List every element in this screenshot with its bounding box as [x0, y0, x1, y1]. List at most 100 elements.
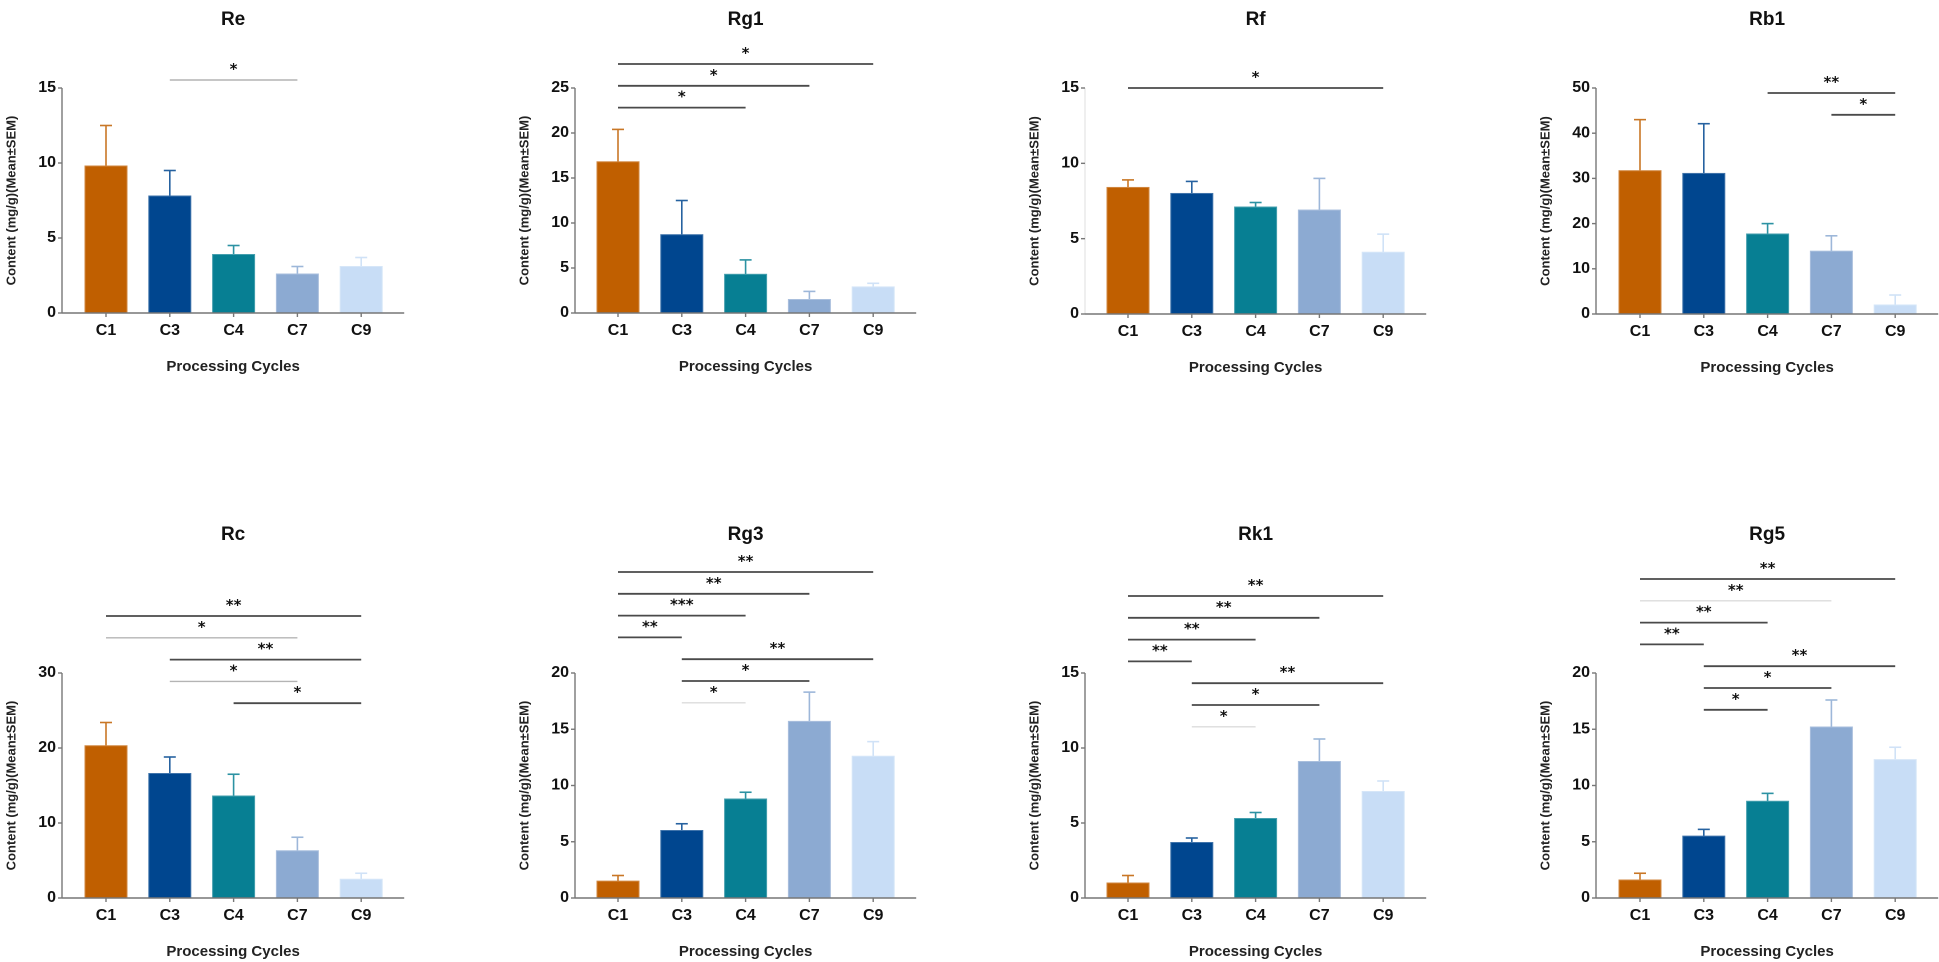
- significance-label: *: [710, 683, 718, 701]
- x-tick-label: C3: [1694, 907, 1715, 924]
- x-tick-label: C1: [608, 322, 629, 339]
- y-tick-label: 15: [1061, 79, 1079, 96]
- significance-label: **: [258, 640, 274, 658]
- bar-c4: [1746, 233, 1790, 315]
- bar-c3: [1170, 842, 1214, 899]
- y-tick-label: 0: [1581, 305, 1590, 322]
- bar-c9: [339, 878, 383, 899]
- x-tick-label: C3: [672, 322, 693, 339]
- bar-c4: [212, 254, 256, 314]
- bar-c1: [84, 165, 128, 314]
- chart-title: Rk1: [1238, 524, 1273, 545]
- bar-c9: [1361, 251, 1405, 315]
- significance-label: *: [710, 66, 718, 84]
- y-tick-label: 20: [551, 124, 569, 141]
- bar-c1: [596, 161, 640, 314]
- bar-c7: [787, 720, 831, 899]
- x-tick-label: C4: [223, 907, 244, 924]
- significance-label: **: [1728, 581, 1744, 599]
- y-tick-label: 30: [1572, 170, 1590, 187]
- y-tick-label: 10: [1061, 739, 1079, 756]
- x-tick-label: C4: [223, 322, 244, 339]
- bar-c4: [1746, 800, 1790, 899]
- x-axis-label: Processing Cycles: [166, 943, 299, 960]
- x-tick-label: C9: [351, 907, 372, 924]
- significance-label: **: [226, 596, 242, 614]
- y-tick-label: 20: [1572, 664, 1590, 681]
- y-tick-label: 0: [47, 304, 56, 321]
- x-tick-label: C9: [863, 322, 884, 339]
- x-axis-label: Processing Cycles: [1189, 359, 1322, 376]
- significance-label: **: [1248, 576, 1264, 594]
- bar-c1: [1106, 882, 1150, 899]
- x-tick-label: C7: [287, 322, 308, 339]
- chart-panel-rg5: Rg5 0 5 10 15 20 Content (mg/g)(Mean±SEM) C1 C3 C…: [1537, 524, 1939, 960]
- chart-title: Rb1: [1749, 9, 1785, 30]
- y-tick-label: 20: [551, 664, 569, 681]
- y-axis-label: Content (mg/g)(Mean±SEM): [3, 116, 18, 286]
- x-tick-label: C3: [1182, 907, 1203, 924]
- bar-c9: [1361, 791, 1405, 899]
- x-tick-label: C7: [1821, 323, 1842, 340]
- bar-c4: [724, 273, 768, 314]
- y-axis-label: Content (mg/g)(Mean±SEM): [516, 116, 531, 286]
- bar-c9: [851, 286, 895, 314]
- y-tick-label: 5: [47, 229, 56, 246]
- bar-c7: [1809, 250, 1853, 315]
- significance-label: *: [198, 618, 206, 636]
- y-tick-label: 15: [1572, 720, 1590, 737]
- y-tick-label: 15: [38, 79, 56, 96]
- chart-panel-rg3: Rg3 0 5 10 15 20 Content (mg/g)(Mean±SEM) C1 C3 C…: [516, 524, 917, 960]
- x-tick-label: C9: [351, 322, 372, 339]
- x-tick-label: C4: [735, 907, 756, 924]
- significance-label: **: [1792, 646, 1808, 664]
- bar-c9: [1873, 759, 1917, 899]
- bar-c3: [1682, 835, 1726, 899]
- x-tick-label: C7: [799, 322, 820, 339]
- x-tick-label: C4: [1757, 323, 1778, 340]
- y-tick-label: 5: [1070, 230, 1079, 247]
- bar-c1: [1618, 879, 1662, 899]
- x-tick-label: C1: [608, 907, 629, 924]
- y-tick-label: 0: [1581, 889, 1590, 906]
- y-tick-label: 20: [38, 739, 56, 756]
- x-tick-label: C7: [287, 907, 308, 924]
- y-tick-label: 30: [38, 664, 56, 681]
- y-tick-label: 5: [560, 833, 569, 850]
- bar-c7: [1297, 209, 1341, 315]
- significance-label: ***: [670, 596, 694, 614]
- significance-label: **: [738, 552, 754, 570]
- y-tick-label: 5: [1070, 814, 1079, 831]
- significance-label: *: [742, 661, 750, 679]
- x-tick-label: C3: [672, 907, 693, 924]
- significance-label: *: [1220, 707, 1228, 725]
- y-tick-label: 10: [1061, 155, 1079, 172]
- x-tick-label: C7: [1309, 323, 1330, 340]
- bar-c3: [1170, 192, 1214, 315]
- y-tick-label: 0: [47, 889, 56, 906]
- significance-label: *: [230, 661, 238, 679]
- bar-c7: [275, 850, 319, 899]
- x-tick-label: C3: [160, 322, 181, 339]
- x-tick-label: C3: [1182, 323, 1203, 340]
- significance-label: **: [1760, 559, 1776, 577]
- bar-c4: [1234, 818, 1278, 899]
- x-axis-label: Processing Cycles: [166, 358, 299, 375]
- y-tick-label: 0: [1070, 305, 1079, 322]
- bar-c3: [148, 195, 192, 314]
- bar-c1: [1618, 170, 1662, 315]
- significance-label: **: [1152, 641, 1168, 659]
- bar-c7: [787, 299, 831, 314]
- y-tick-label: 0: [560, 304, 569, 321]
- y-tick-label: 10: [1572, 777, 1590, 794]
- x-tick-label: C1: [1630, 907, 1651, 924]
- x-tick-label: C9: [1373, 907, 1394, 924]
- bar-c3: [660, 830, 704, 899]
- x-tick-label: C3: [160, 907, 181, 924]
- significance-label: *: [1252, 685, 1260, 703]
- x-tick-label: C1: [96, 907, 117, 924]
- y-axis-label: Content (mg/g)(Mean±SEM): [1537, 116, 1552, 286]
- y-tick-label: 20: [1572, 215, 1590, 232]
- bar-c1: [596, 880, 640, 899]
- x-tick-label: C9: [1885, 907, 1906, 924]
